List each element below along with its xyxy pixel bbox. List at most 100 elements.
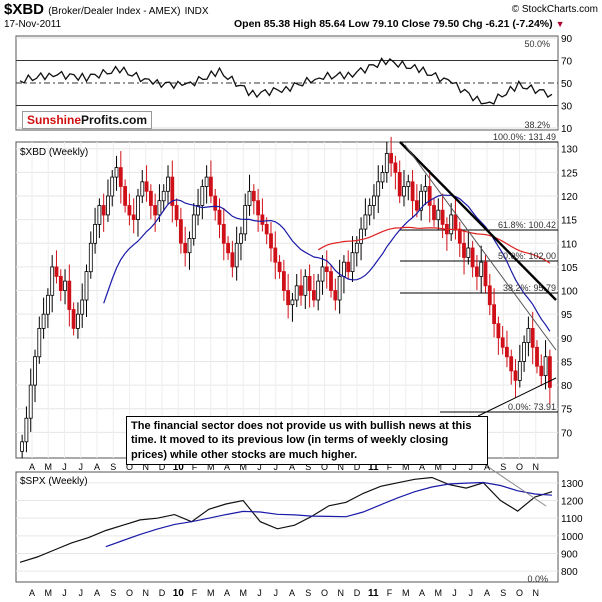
- spx-x-tick-label: J: [62, 588, 67, 598]
- spx-x-tick-label: S: [500, 588, 506, 598]
- candle-body: [337, 275, 342, 301]
- candle-body: [264, 223, 269, 235]
- spx-tick-label: 800: [561, 567, 578, 578]
- candle-body: [311, 290, 316, 301]
- candle-body: [286, 290, 291, 306]
- price-tick-label: 75: [561, 405, 573, 416]
- candle-body: [440, 209, 445, 225]
- spx-tick-label: 1200: [561, 497, 584, 508]
- spx-tick-label: 1100: [561, 514, 583, 525]
- candle-body: [127, 205, 132, 216]
- spx-x-tick-label: S: [305, 588, 311, 598]
- candle-body: [247, 190, 252, 206]
- candle-body: [28, 384, 33, 419]
- spx-x-tick-label: N: [338, 588, 345, 598]
- price-x-tick-label: A: [484, 462, 490, 472]
- candle-body: [350, 252, 355, 272]
- price-tick-label: 100: [561, 287, 578, 298]
- spx-tick-label: 1000: [561, 532, 584, 543]
- spx-x-tick-label: N: [143, 588, 150, 598]
- candle-body: [161, 190, 166, 202]
- candle-body: [37, 327, 42, 358]
- candle-body: [277, 261, 282, 273]
- fib-label: 38.2%: 95.79: [503, 283, 556, 293]
- indicator-label-50: 50.0%: [524, 39, 550, 49]
- candle-body: [479, 261, 484, 277]
- price-x-tick-label: 10: [173, 462, 185, 473]
- candle-body: [88, 242, 93, 273]
- candle-body: [76, 313, 80, 329]
- fib-label: 50.0%: 102.00: [498, 251, 556, 261]
- spx-x-tick-label: F: [192, 588, 198, 598]
- price-x-tick-label: J: [274, 462, 279, 472]
- candle-body: [449, 214, 454, 235]
- spx-x-tick-label: F: [387, 588, 393, 598]
- price-x-tick-label: N: [143, 462, 150, 472]
- chart-title: $XBD (Broker/Dealer Index - AMEX) INDX: [4, 1, 209, 18]
- candle-body: [363, 214, 368, 230]
- candle-body: [423, 186, 428, 192]
- price-x-tick-label: O: [516, 462, 523, 472]
- price-x-tick-label: S: [110, 462, 116, 472]
- spx-ma-line: [105, 481, 553, 548]
- ma-long-line: [317, 226, 551, 264]
- spx-x-tick-label: J: [79, 588, 84, 598]
- annotation-box: The financial sector does not provide us…: [126, 416, 488, 465]
- candle-body: [530, 327, 535, 348]
- candle-body: [234, 242, 239, 268]
- spx-x-tick-label: S: [110, 588, 116, 598]
- candle-body: [204, 176, 209, 188]
- candle-body: [238, 233, 243, 244]
- price-x-tick-label: D: [159, 462, 166, 472]
- spx-label-0: 0.0%: [527, 574, 548, 584]
- price-x-tick-label: J: [452, 462, 457, 472]
- price-x-tick-label: J: [257, 462, 262, 472]
- price-x-tick-label: J: [79, 462, 84, 472]
- indicator-tick-label: 30: [561, 102, 573, 113]
- candle-body: [367, 205, 372, 216]
- watermark-part1: Sunshine: [27, 113, 82, 127]
- candle-body: [346, 261, 351, 273]
- candle-body: [329, 271, 333, 291]
- candle-body: [269, 233, 273, 249]
- price-tick-label: 80: [561, 381, 573, 392]
- spx-x-tick-label: M: [402, 588, 410, 598]
- candle-body: [496, 323, 501, 339]
- price-x-tick-label: M: [402, 462, 410, 472]
- candle-body: [226, 242, 231, 254]
- fib-label: 100.0%: 131.49: [493, 132, 556, 142]
- candle-body: [307, 275, 312, 291]
- candle-body: [504, 346, 509, 358]
- indicator-series-line: [19, 57, 553, 105]
- candle-body: [33, 356, 37, 386]
- price-x-tick-label: M: [207, 462, 215, 472]
- price-x-tick-label: N: [533, 462, 540, 472]
- date-label: 17-Nov-2011: [4, 19, 62, 30]
- candle-body: [200, 186, 205, 206]
- spx-x-tick-label: O: [321, 588, 328, 598]
- candle-body: [535, 346, 539, 367]
- indicator-tick-label: 90: [561, 34, 573, 45]
- index-name-label: (Broker/Dealer Index - AMEX): [48, 6, 181, 17]
- candle-body: [187, 238, 192, 254]
- spx-x-tick-label: M: [207, 588, 215, 598]
- price-x-tick-label: J: [469, 462, 474, 472]
- price-tick-label: 110: [561, 239, 577, 250]
- candle-body: [256, 200, 261, 216]
- candle-body: [432, 205, 436, 221]
- spx-panel-title: $SPX (Weekly): [20, 476, 88, 487]
- spx-x-tick-label: A: [419, 588, 425, 598]
- candle-body: [144, 181, 149, 192]
- spx-line: [19, 476, 553, 563]
- price-tick-label: 120: [561, 192, 578, 203]
- price-x-tick-label: S: [305, 462, 311, 472]
- spx-x-tick-label: 11: [368, 588, 379, 599]
- candle-body: [153, 205, 158, 216]
- candle-body: [406, 181, 411, 187]
- spx-x-tick-label: A: [484, 588, 490, 598]
- candle-body: [539, 365, 544, 377]
- spx-x-tick-label: J: [274, 588, 279, 598]
- fib-label: 61.8%: 100.42: [498, 220, 556, 230]
- candle-body: [273, 247, 278, 263]
